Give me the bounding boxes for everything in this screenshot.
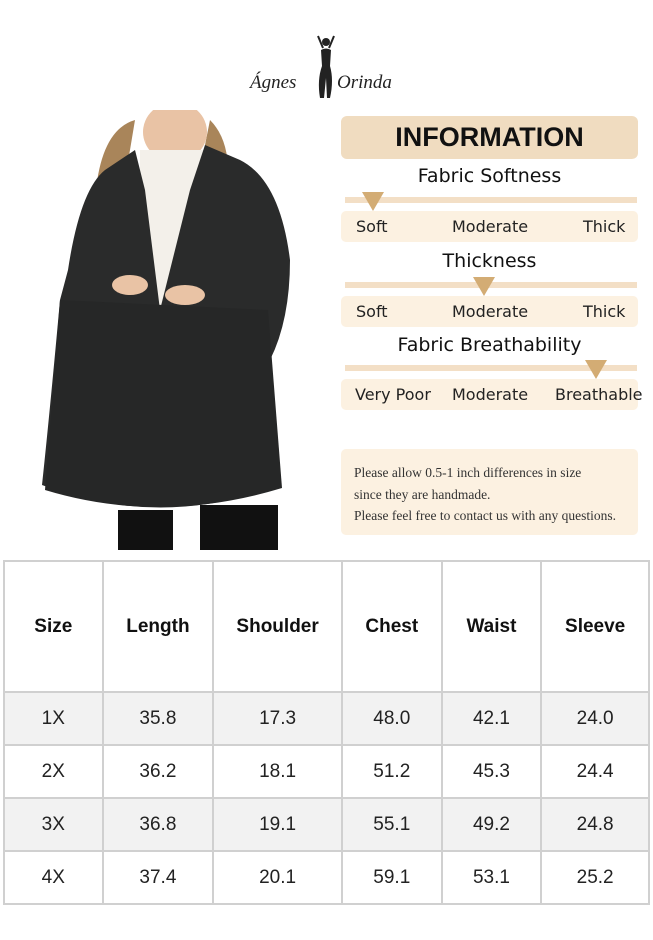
cell: 51.2 xyxy=(340,744,443,799)
note-line: Please feel free to contact us with any … xyxy=(354,508,617,523)
scale-label: Moderate xyxy=(452,217,529,236)
cell: 24.0 xyxy=(540,691,650,746)
header-length: Length xyxy=(101,560,215,693)
note-line: Please allow 0.5-1 inch differences in s… xyxy=(354,465,582,480)
thickness-scale: Soft Moderate Thick xyxy=(341,296,638,327)
section-title-fabric-softness: Fabric Softness xyxy=(417,165,562,187)
cell: 3X xyxy=(3,797,104,852)
note-line: since they are handmade. xyxy=(354,486,491,502)
cell: 4X xyxy=(3,850,104,905)
header-waist: Waist xyxy=(440,560,543,693)
cell: 18.1 xyxy=(212,744,343,799)
logo-figure-icon xyxy=(317,35,335,98)
table-row: 1X 35.8 17.3 48.0 42.1 24.0 xyxy=(3,691,650,746)
cell: 1X xyxy=(3,691,104,746)
table-row: 2X 36.2 18.1 51.2 45.3 24.4 xyxy=(3,744,650,799)
cell: 19.1 xyxy=(212,797,343,852)
information-title: INFORMATION xyxy=(341,116,638,159)
breathability-scale: Very Poor Moderate Breathable xyxy=(341,379,643,410)
cell: 49.2 xyxy=(440,797,543,852)
table-row: 3X 36.8 19.1 55.1 49.2 24.8 xyxy=(3,797,650,852)
cell: 17.3 xyxy=(212,691,343,746)
breathability-marker-icon xyxy=(585,360,607,379)
header-sleeve: Sleeve xyxy=(540,560,650,693)
size-note: Please allow 0.5-1 inch differences in s… xyxy=(341,449,638,535)
cell: 37.4 xyxy=(101,850,215,905)
cell: 2X xyxy=(3,744,104,799)
cell: 25.2 xyxy=(540,850,650,905)
cell: 55.1 xyxy=(340,797,443,852)
cell: 48.0 xyxy=(340,691,443,746)
softness-marker-icon xyxy=(362,192,384,211)
cell: 20.1 xyxy=(212,850,343,905)
cell: 24.8 xyxy=(540,797,650,852)
scale-label: Very Poor xyxy=(355,385,431,404)
breathability-rail xyxy=(345,365,637,371)
cell: 45.3 xyxy=(440,744,543,799)
cell: 42.1 xyxy=(440,691,543,746)
size-chart-table: Size Length Shoulder Chest Waist Sleeve … xyxy=(3,560,650,905)
section-title-fabric-breathability: Fabric Breathability xyxy=(397,334,582,356)
cell: 59.1 xyxy=(340,850,443,905)
header-chest: Chest xyxy=(340,560,443,693)
thickness-marker-icon xyxy=(473,277,495,296)
table-row: 4X 37.4 20.1 59.1 53.1 25.2 xyxy=(3,850,650,905)
scale-label: Breathable xyxy=(555,385,643,404)
cell: 36.8 xyxy=(101,797,215,852)
cell: 53.1 xyxy=(440,850,543,905)
scale-label: Soft xyxy=(356,302,388,321)
cell: 36.2 xyxy=(101,744,215,799)
softness-scale: Soft Moderate Thick xyxy=(341,211,638,242)
header-size: Size xyxy=(3,560,104,693)
scale-label: Thick xyxy=(583,302,626,321)
section-title-thickness: Thickness xyxy=(442,250,537,272)
logo-text-left: Ágnes xyxy=(250,72,297,93)
scale-label: Thick xyxy=(583,217,626,236)
cell: 35.8 xyxy=(101,691,215,746)
softness-rail xyxy=(345,197,637,203)
product-photo xyxy=(42,110,290,550)
scale-label: Moderate xyxy=(452,385,529,404)
scale-label: Soft xyxy=(356,217,388,236)
table-header-row: Size Length Shoulder Chest Waist Sleeve xyxy=(3,560,650,693)
cell: 24.4 xyxy=(540,744,650,799)
header-shoulder: Shoulder xyxy=(212,560,343,693)
logo-text-right: Orinda xyxy=(337,72,392,93)
brand-logo: Ágnes Orinda xyxy=(240,30,410,105)
scale-label: Moderate xyxy=(452,302,529,321)
